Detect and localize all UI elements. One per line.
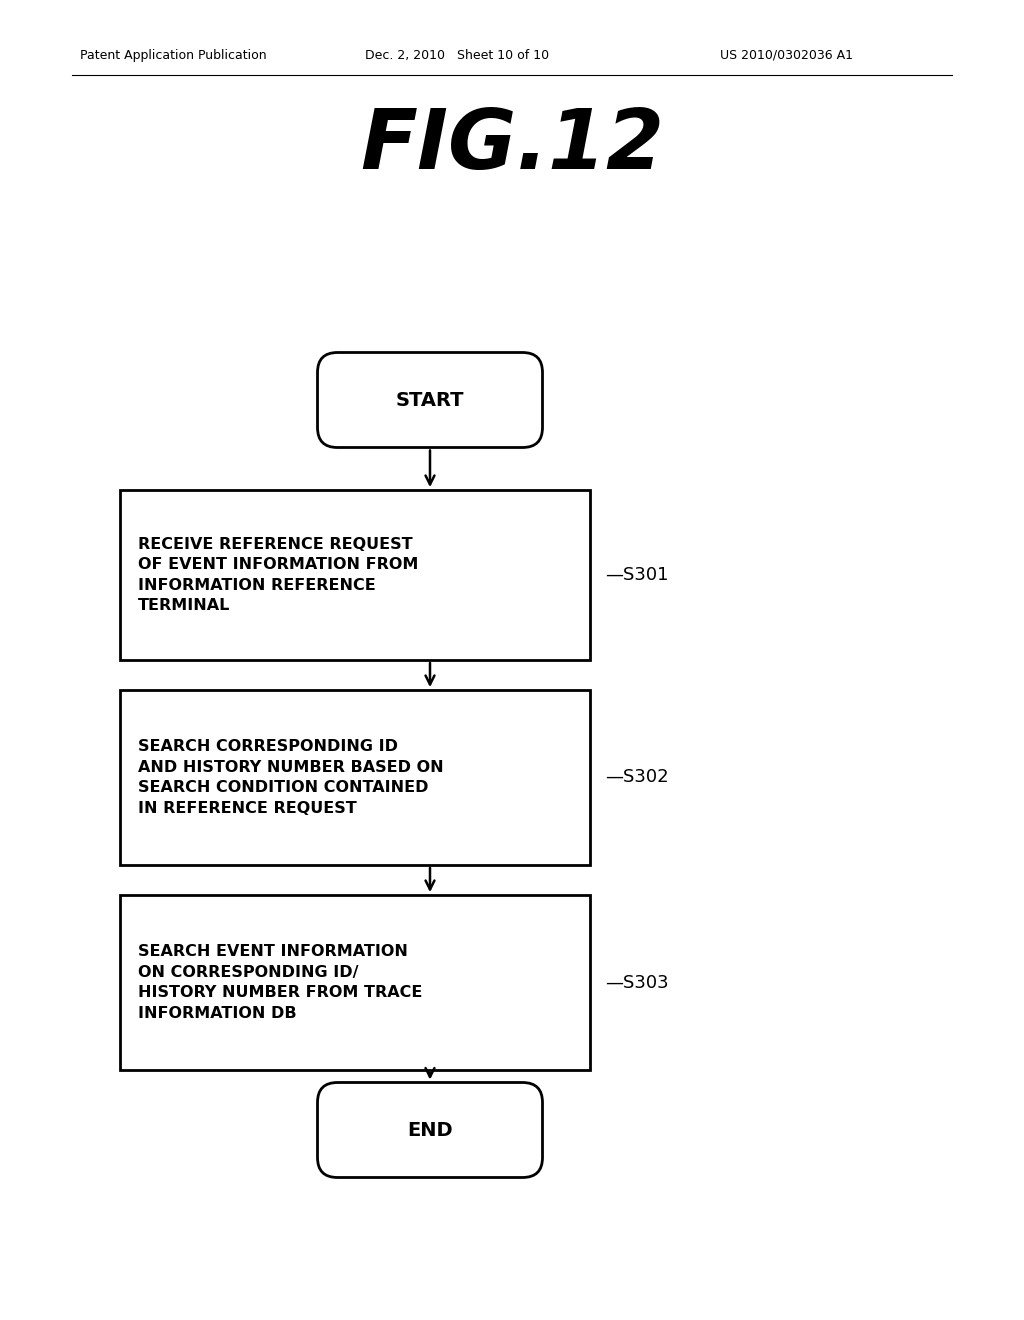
Bar: [120, 690, 590, 865]
Text: RECEIVE REFERENCE REQUEST
OF EVENT INFORMATION FROM
INFORMATION REFERENCE
TERMIN: RECEIVE REFERENCE REQUEST OF EVENT INFOR…: [138, 537, 419, 612]
Bar: [120, 895, 590, 1071]
Text: END: END: [408, 1121, 453, 1139]
FancyBboxPatch shape: [317, 352, 543, 447]
Text: Dec. 2, 2010   Sheet 10 of 10: Dec. 2, 2010 Sheet 10 of 10: [365, 49, 549, 62]
Text: Patent Application Publication: Patent Application Publication: [80, 49, 266, 62]
Text: —S301: —S301: [605, 566, 669, 583]
FancyBboxPatch shape: [317, 1082, 543, 1177]
Text: START: START: [395, 391, 464, 409]
Text: —S302: —S302: [605, 768, 669, 787]
Text: SEARCH CORRESPONDING ID
AND HISTORY NUMBER BASED ON
SEARCH CONDITION CONTAINED
I: SEARCH CORRESPONDING ID AND HISTORY NUMB…: [138, 739, 443, 816]
Bar: [120, 490, 590, 660]
Text: US 2010/0302036 A1: US 2010/0302036 A1: [720, 49, 853, 62]
Text: FIG.12: FIG.12: [360, 104, 664, 186]
Text: —S303: —S303: [605, 974, 669, 991]
Text: SEARCH EVENT INFORMATION
ON CORRESPONDING ID/
HISTORY NUMBER FROM TRACE
INFORMAT: SEARCH EVENT INFORMATION ON CORRESPONDIN…: [138, 944, 422, 1020]
